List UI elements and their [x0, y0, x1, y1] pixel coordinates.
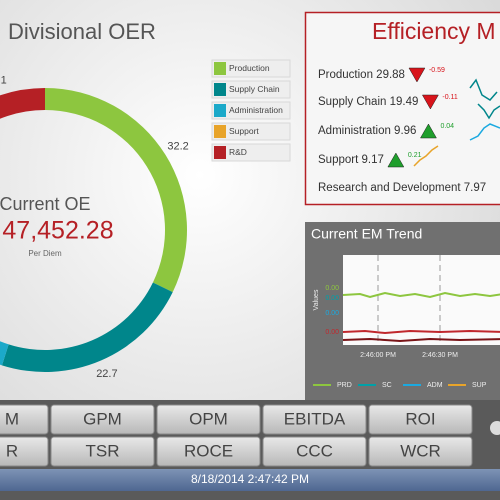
- trend-title: Current EM Trend: [311, 226, 422, 242]
- kpi-button-label: TSR: [86, 441, 120, 460]
- kpi-button[interactable]: [50, 404, 155, 435]
- efficiency-row: Administration 9.96: [318, 125, 416, 137]
- x-tick-label: 2:46:30 PM: [422, 352, 458, 359]
- center-label: Current OE: [0, 194, 91, 214]
- kpi-button-label: CCC: [296, 441, 333, 460]
- legend-swatch: [214, 104, 226, 117]
- trend-down: [421, 94, 439, 110]
- kpi-button[interactable]: [156, 436, 261, 467]
- trend-plot: [343, 255, 500, 345]
- y-tick-label: 0.00: [325, 310, 339, 317]
- data-label: 10.1: [0, 75, 7, 87]
- page-title: Divisional OER: [8, 19, 156, 44]
- efficiency-title: Efficiency M: [372, 18, 496, 44]
- legend-item: [211, 122, 291, 141]
- kpi-button[interactable]: [0, 404, 49, 435]
- y-tick-label: 0.00: [325, 329, 339, 336]
- trend-axis-label: Values: [313, 289, 320, 310]
- kpi-button[interactable]: [156, 404, 261, 435]
- y-tick-label: 0.00: [325, 285, 339, 292]
- legend-label: ADM: [427, 382, 443, 389]
- kpi-button[interactable]: [262, 404, 367, 435]
- kpi-button-label: GPM: [83, 409, 122, 428]
- sparkline: [477, 103, 500, 120]
- legend-label: Support: [229, 126, 259, 136]
- kpi-button[interactable]: [368, 404, 473, 435]
- center-unit: Per Diem: [28, 249, 62, 258]
- kpi-button-label: ROI: [405, 409, 435, 428]
- kpi-button[interactable]: [368, 436, 473, 467]
- buttons: M GPM OPM EBITDA ROI R TSR ROCE CCC WCR: [0, 404, 473, 467]
- legend-item: [211, 101, 291, 120]
- center-value: 47,452.28: [2, 217, 113, 245]
- trend-line: [342, 291, 500, 299]
- legend-item: [211, 59, 291, 78]
- trend-labels: 0.00 0.00 0.00 0.00 2:46:00 PM 2:46:30 PM PRD S…: [313, 285, 487, 389]
- sparkline: [469, 123, 500, 141]
- efficiency-change: -0.11: [442, 94, 458, 101]
- kpi-button[interactable]: [262, 436, 367, 467]
- trend-down: [408, 67, 426, 83]
- sparkline: [413, 145, 439, 167]
- legend-label: Administration: [229, 105, 283, 115]
- legend-item: [211, 80, 291, 99]
- data-label: 22.7: [96, 368, 117, 380]
- kpi-button-label: OPM: [189, 409, 228, 428]
- donut-segment: [1, 282, 173, 373]
- efficiency-change: -0.59: [429, 67, 445, 74]
- legend-swatch: [214, 146, 226, 159]
- legend-label: Supply Chain: [229, 84, 280, 94]
- footer-bar: [0, 469, 500, 491]
- efficiency-row: Research and Development 7.97: [318, 182, 486, 194]
- kpi-button-label: ROCE: [184, 441, 233, 460]
- legend-item: [211, 143, 291, 162]
- legend-label: PRD: [337, 382, 352, 389]
- kpi-button-label: R: [6, 441, 18, 460]
- legend-label: R&D: [229, 147, 247, 157]
- kpi-button-label: WCR: [400, 441, 441, 460]
- x-tick-label: 2:46:00 PM: [360, 352, 396, 359]
- trend-line: [342, 337, 500, 343]
- efficiency-row: Production 29.88: [318, 69, 405, 81]
- legend: Production Supply Chain Administration Supp…: [211, 59, 291, 162]
- kpi-button-label: M: [5, 409, 19, 428]
- donut-chart: 32.222.7181710.1: [0, 75, 189, 380]
- settings-icon[interactable]: [490, 421, 500, 435]
- legend-label: SUP: [472, 382, 487, 389]
- efficiency-change: 0.04: [440, 123, 454, 130]
- trend-up: [387, 152, 405, 168]
- timestamp: 8/18/2014 2:47:42 PM: [191, 472, 309, 486]
- efficiency-change: 0.21: [408, 152, 422, 159]
- trend-up: [420, 123, 437, 139]
- legend-label: Production: [229, 63, 270, 73]
- kpi-button[interactable]: [50, 436, 155, 467]
- legend-swatch: [214, 125, 226, 138]
- data-label: 32.2: [167, 141, 188, 153]
- efficiency-rows: Production 29.88 -0.59 Supply Chain 19.49 -…: [318, 67, 486, 194]
- kpi-button[interactable]: [0, 436, 49, 467]
- kpi-button-label: EBITDA: [284, 409, 346, 428]
- efficiency-panel: [304, 11, 500, 206]
- trend-line: [342, 329, 500, 335]
- donut-segment: [0, 88, 45, 119]
- donut-segment: [45, 88, 187, 293]
- donut-segment: [0, 341, 9, 366]
- sparkline: [469, 78, 498, 101]
- legend-swatch: [214, 62, 226, 75]
- legend-label: SC: [382, 382, 392, 389]
- efficiency-row: Supply Chain 19.49: [318, 96, 418, 108]
- y-tick-label: 0.00: [325, 295, 339, 302]
- legend-swatch: [214, 83, 226, 96]
- efficiency-row: Support 9.17: [318, 154, 384, 166]
